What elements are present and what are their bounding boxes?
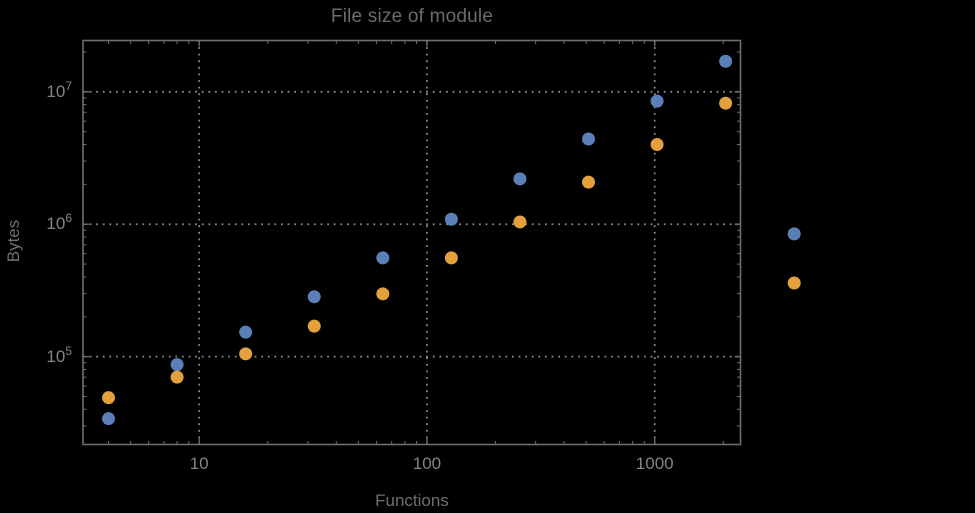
data-point-orange bbox=[170, 370, 184, 384]
y-tick-label: 107 bbox=[46, 78, 72, 101]
x-axis-label: Functions bbox=[375, 491, 449, 510]
data-point-orange bbox=[650, 137, 664, 151]
data-point-orange bbox=[239, 347, 253, 361]
data-point-orange bbox=[787, 276, 801, 290]
data-point-orange bbox=[444, 251, 458, 265]
data-point-orange bbox=[513, 215, 527, 229]
data-point-orange bbox=[582, 175, 596, 189]
x-tick-label: 10 bbox=[189, 454, 209, 473]
data-point-blue bbox=[582, 132, 596, 146]
x-tick-label: 1000 bbox=[635, 454, 674, 473]
data-point-orange bbox=[307, 319, 321, 333]
data-point-blue bbox=[444, 212, 458, 226]
data-point-blue bbox=[719, 54, 733, 68]
chart-title: File size of module bbox=[330, 6, 494, 27]
plot-frame bbox=[82, 39, 742, 446]
data-point-blue bbox=[513, 172, 527, 186]
data-point-blue bbox=[307, 290, 321, 304]
data-point-blue bbox=[376, 251, 390, 265]
data-point-blue bbox=[170, 358, 184, 372]
data-point-blue bbox=[239, 325, 253, 339]
data-point-orange bbox=[102, 391, 116, 405]
data-point-orange bbox=[719, 96, 733, 110]
data-point-orange bbox=[376, 287, 390, 301]
data-point-blue bbox=[787, 227, 801, 241]
x-tick-label: 100 bbox=[412, 454, 442, 473]
y-tick-label: 105 bbox=[46, 343, 72, 366]
y-tick-label: 106 bbox=[46, 211, 72, 234]
data-point-blue bbox=[650, 94, 664, 108]
data-point-blue bbox=[102, 412, 116, 426]
